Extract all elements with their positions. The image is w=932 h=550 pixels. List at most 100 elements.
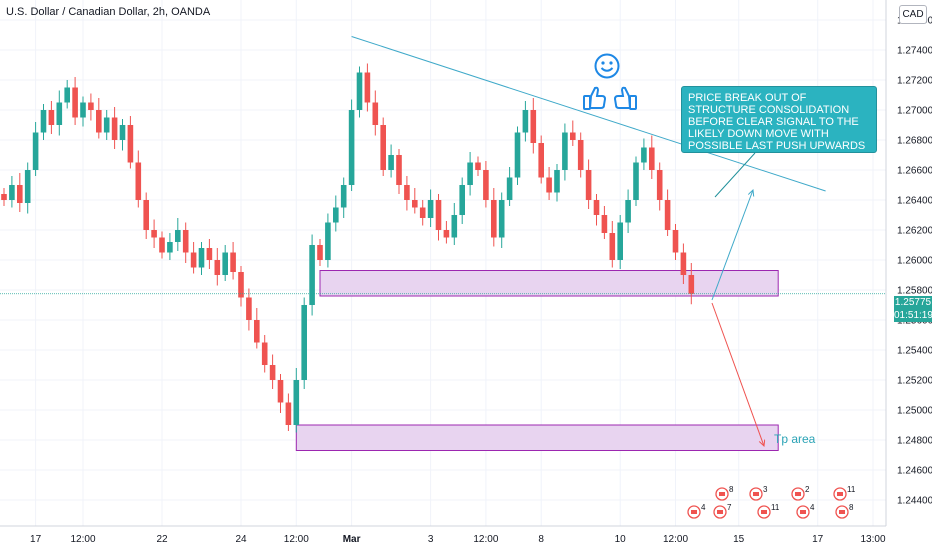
candle-body: [127, 125, 134, 163]
x-tick-label: 22: [156, 534, 168, 545]
candle-body: [9, 185, 15, 200]
candle-body: [601, 215, 608, 233]
x-tick-label: 12:00: [473, 534, 498, 545]
candle-body: [254, 320, 260, 343]
candle-body: [546, 177, 552, 193]
arrow-up-projection: [711, 190, 753, 301]
candle-body: [593, 200, 600, 215]
y-tick-label: 1.27000: [897, 106, 932, 117]
candle-body: [388, 155, 394, 170]
candle-body: [1, 194, 7, 200]
flag-mark: [753, 492, 759, 496]
candle-body: [56, 102, 63, 125]
candle-body: [577, 140, 584, 170]
candle-body: [459, 185, 465, 215]
candle-body: [530, 110, 537, 143]
y-tick-label: 1.27200: [897, 76, 932, 87]
candle-body: [325, 222, 331, 260]
x-tick-label: 13:00: [860, 534, 885, 545]
economic-event-icon: 11: [833, 485, 856, 501]
y-tick-label: 1.26600: [897, 166, 932, 177]
last-price-tag: 1.25775: [894, 296, 932, 309]
candle-body: [96, 110, 102, 133]
candle-body: [151, 230, 157, 238]
candle-body: [340, 185, 347, 208]
candle-body: [206, 248, 213, 260]
candle-body: [246, 297, 252, 320]
candle-body: [483, 170, 489, 200]
candle-body: [40, 110, 47, 133]
candle-body: [277, 380, 284, 403]
thumbs-up-icon: [583, 86, 637, 110]
event-count: 8: [849, 503, 854, 512]
candle-body: [688, 275, 695, 294]
economic-event-icon: 4: [796, 503, 815, 519]
candle-body: [562, 132, 568, 170]
candle-body: [617, 222, 623, 260]
candle-body: [380, 125, 386, 170]
candle-body: [412, 200, 418, 208]
x-tick-label: 15: [733, 534, 745, 545]
candle-body: [238, 272, 244, 298]
economic-event-icon: 8: [715, 485, 734, 501]
candle-body: [656, 170, 663, 200]
candle-body: [301, 305, 307, 380]
candle-body: [506, 177, 513, 200]
x-tick-label: 17: [812, 534, 824, 545]
candle-body: [585, 170, 592, 200]
candle-body: [364, 72, 371, 103]
y-tick-label: 1.24800: [897, 436, 932, 447]
flag-mark: [691, 510, 697, 514]
currency-badge[interactable]: CAD: [899, 5, 927, 24]
zone-tp-area: [295, 424, 779, 451]
candle-body: [396, 155, 402, 185]
chart-title: U.S. Dollar / Canadian Dollar, 2h, OANDA: [6, 6, 211, 18]
economic-event-icon: 7: [713, 503, 732, 519]
candle-body: [190, 252, 197, 268]
analysis-note[interactable]: PRICE BREAK OUT OF STRUCTURE CONSOLIDATI…: [681, 86, 877, 153]
x-tick-label: 12:00: [663, 534, 688, 545]
candle-body: [198, 248, 205, 268]
event-count: 4: [810, 503, 815, 512]
candle-body: [333, 207, 339, 223]
y-tick-label: 1.24400: [897, 496, 932, 507]
y-tick-label: 1.26200: [897, 226, 932, 237]
candle-body: [649, 147, 655, 170]
y-tick-label: 1.24600: [897, 466, 932, 477]
candle-body: [491, 200, 497, 238]
y-tick-label: 1.26400: [897, 196, 932, 207]
candle-body: [285, 402, 292, 425]
candle-body: [672, 230, 679, 253]
candle-body: [159, 237, 165, 253]
note-pointer: [714, 152, 756, 198]
candle-body: [419, 207, 426, 218]
candle-body: [625, 200, 631, 223]
y-tick-label: 1.25800: [897, 286, 932, 297]
candle-body: [498, 200, 505, 238]
candle-body: [570, 132, 576, 140]
candle-body: [88, 102, 94, 110]
y-tick-label: 1.26000: [897, 256, 932, 267]
y-tick-label: 1.26800: [897, 136, 932, 147]
candle-body: [222, 252, 228, 275]
candle-body: [372, 102, 379, 125]
x-tick-label: 3: [428, 534, 434, 545]
flag-mark: [837, 492, 843, 496]
event-count: 3: [763, 485, 768, 494]
candle-body: [404, 185, 410, 200]
candle-body: [475, 162, 481, 170]
candle-body: [317, 245, 323, 260]
candle-body: [17, 185, 23, 203]
candle-body: [443, 230, 450, 238]
candle-body: [175, 230, 181, 242]
x-tick-label: 8: [538, 534, 544, 545]
x-tick-label: 17: [30, 534, 42, 545]
economic-event-icon: 3: [749, 485, 768, 501]
economic-event-icon: 8: [835, 503, 854, 519]
candle-body: [80, 102, 86, 118]
candle-body: [111, 117, 118, 140]
event-count: 4: [701, 503, 706, 512]
tp-area-label[interactable]: Tp area: [774, 432, 816, 446]
candle-body: [641, 147, 647, 163]
